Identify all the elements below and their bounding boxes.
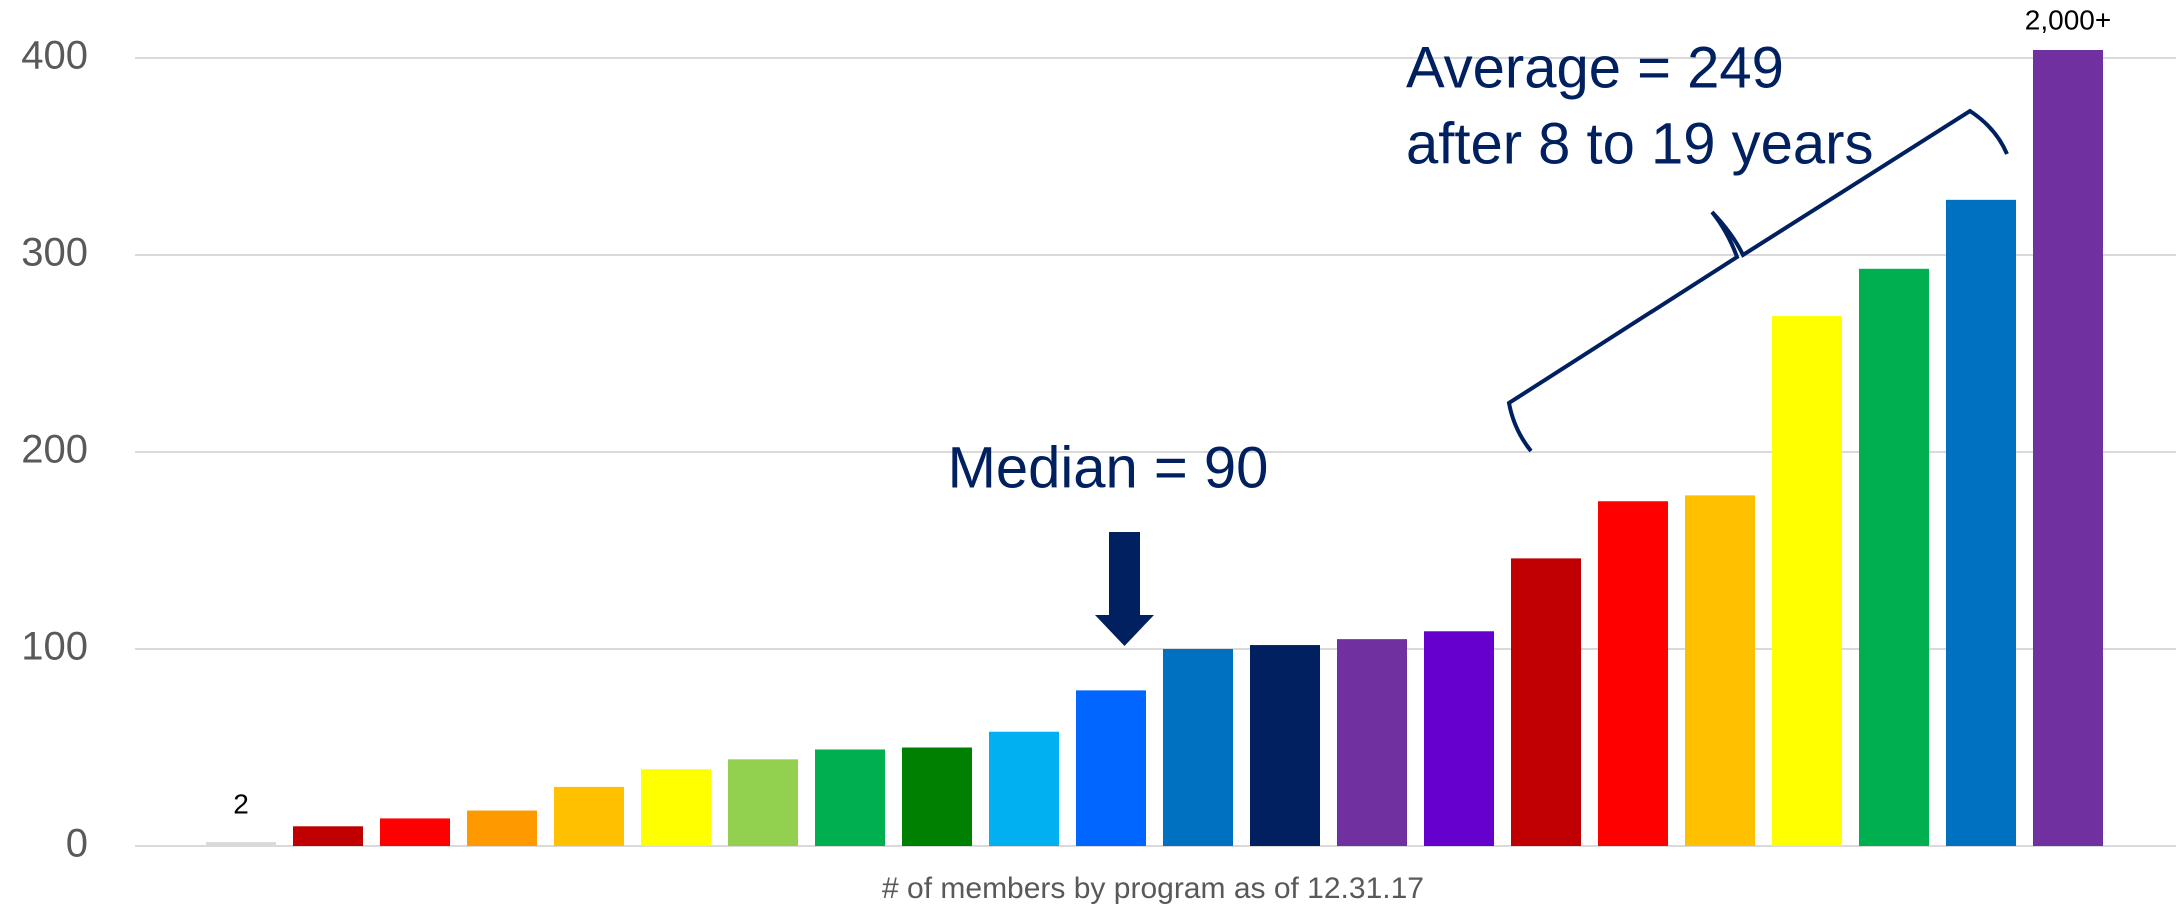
bar: [1946, 199, 2016, 847]
bar: [1511, 558, 1581, 846]
bar: [467, 810, 537, 846]
average-brace: [1506, 108, 2009, 453]
y-tick-label: 100: [21, 625, 88, 669]
average-annotation: Average = 249: [1406, 35, 1784, 100]
bar: [554, 786, 624, 846]
value-label: 2: [233, 788, 249, 819]
bar: [1163, 649, 1233, 846]
bar: [728, 759, 798, 846]
bar: [989, 731, 1059, 846]
y-tick-label: 200: [21, 428, 88, 472]
value-label: 2,000+: [2025, 4, 2111, 35]
average-annotation-sub: after 8 to 19 years: [1406, 111, 1873, 176]
bar: [1859, 268, 1929, 846]
x-axis-label: # of members by program as of 12.31.17: [882, 872, 1424, 905]
bar: [206, 842, 276, 846]
bar: [1598, 501, 1668, 846]
y-tick-label: 0: [66, 822, 88, 866]
bar: [1250, 645, 1320, 846]
bar: [815, 749, 885, 846]
bar: [1685, 495, 1755, 846]
bar: [1076, 690, 1146, 846]
bar: [293, 826, 363, 846]
bar: [380, 818, 450, 846]
bar: [902, 747, 972, 846]
bar: [1337, 639, 1407, 846]
median-arrow: [1095, 532, 1154, 646]
y-tick-label: 300: [21, 231, 88, 275]
y-tick-label: 400: [21, 34, 88, 78]
bar: [641, 769, 711, 846]
median-annotation: Median = 90: [948, 435, 1269, 500]
bar: [2033, 50, 2103, 846]
bar: [1424, 631, 1494, 846]
bar: [1772, 316, 1842, 846]
